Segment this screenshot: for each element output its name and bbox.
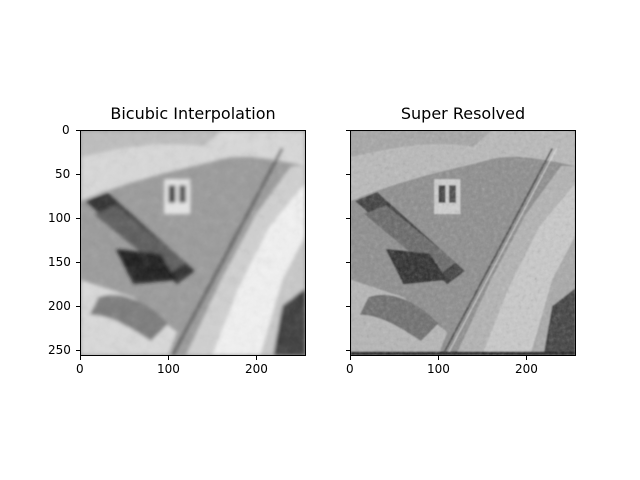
aerial-image-super-resolved — [351, 131, 575, 355]
x-tick-mark-left-0 — [80, 356, 81, 360]
y-tick-mark — [346, 130, 350, 131]
x-tick-label: 100 — [157, 362, 180, 376]
x-tick-mark-left-200 — [256, 356, 257, 360]
y-tick-mark — [346, 306, 350, 307]
y-tick-mark — [346, 218, 350, 219]
panel-title-left: Bicubic Interpolation — [110, 104, 276, 123]
y-tick-mark — [76, 218, 80, 219]
y-tick-label: 0 — [62, 123, 70, 137]
x-tick-label: 200 — [515, 362, 538, 376]
x-tick-label: 200 — [245, 362, 268, 376]
x-tick-label: 100 — [427, 362, 450, 376]
aerial-image-bicubic — [81, 131, 305, 355]
y-tick-mark — [76, 174, 80, 175]
y-tick-label: 50 — [55, 167, 71, 181]
y-tick-label: 100 — [48, 211, 71, 225]
image-axes-right — [350, 130, 576, 356]
x-tick-mark-left-100 — [168, 356, 169, 360]
panel-title-right: Super Resolved — [400, 104, 526, 123]
image-axes-left — [80, 130, 306, 356]
y-tick-label: 150 — [48, 255, 71, 269]
x-tick-label: 0 — [76, 362, 84, 376]
x-tick-label: 0 — [346, 362, 354, 376]
y-tick-mark — [346, 174, 350, 175]
y-tick-mark — [76, 262, 80, 263]
y-tick-label: 250 — [48, 343, 71, 357]
x-tick-mark — [526, 356, 527, 360]
y-tick-mark — [346, 262, 350, 263]
y-tick-label: 200 — [48, 299, 71, 313]
x-tick-mark — [350, 356, 351, 360]
y-tick-mark — [76, 130, 80, 131]
y-tick-mark — [76, 306, 80, 307]
y-tick-mark — [346, 350, 350, 351]
y-tick-mark — [76, 350, 80, 351]
x-tick-mark — [438, 356, 439, 360]
